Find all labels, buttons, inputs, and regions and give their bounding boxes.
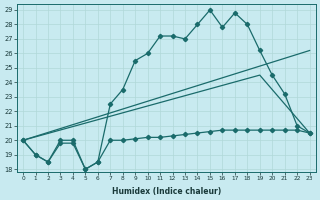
X-axis label: Humidex (Indice chaleur): Humidex (Indice chaleur): [112, 187, 221, 196]
